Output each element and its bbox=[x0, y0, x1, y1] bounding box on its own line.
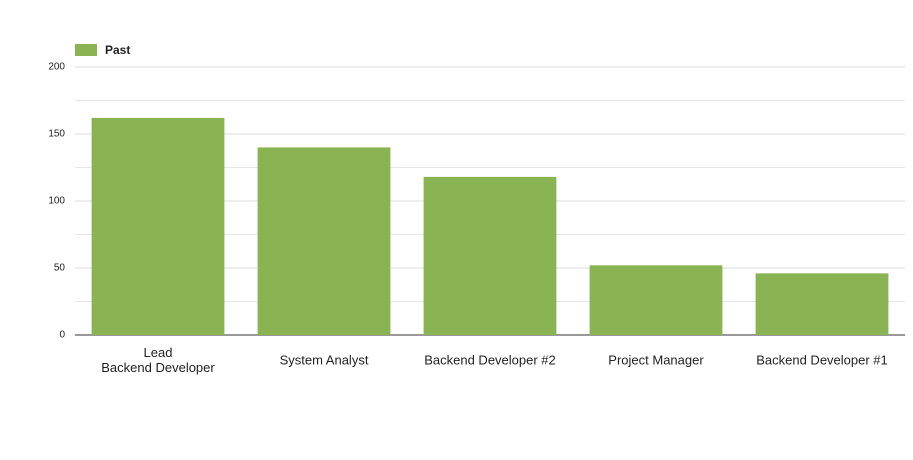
x-tick-label: Project Manager bbox=[608, 352, 704, 368]
y-tick-label: 100 bbox=[48, 196, 65, 207]
y-tick-label: 200 bbox=[48, 62, 65, 73]
x-tick-label: Lead Backend Developer bbox=[101, 345, 215, 375]
y-tick-label: 50 bbox=[54, 263, 66, 274]
bar bbox=[589, 265, 723, 335]
y-tick-label: 150 bbox=[48, 129, 65, 140]
x-tick-label: System Analyst bbox=[279, 352, 369, 368]
bar bbox=[257, 147, 391, 335]
legend-swatch bbox=[75, 44, 97, 56]
x-tick-label: Backend Developer #1 bbox=[756, 352, 888, 368]
y-tick-label: 0 bbox=[59, 330, 65, 341]
bar bbox=[755, 273, 889, 335]
legend-label: Past bbox=[105, 43, 130, 57]
x-tick-label: Backend Developer #2 bbox=[424, 352, 556, 368]
bar bbox=[423, 176, 557, 335]
bar bbox=[91, 117, 225, 335]
